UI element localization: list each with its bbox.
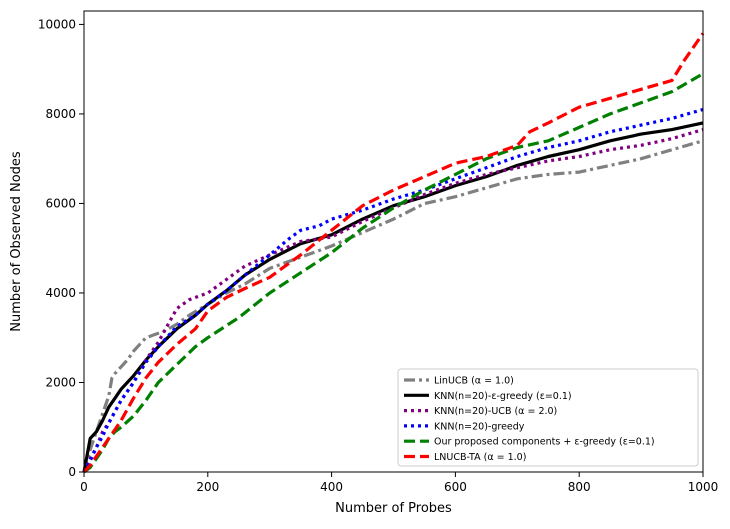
- x-tick-label: 600: [444, 480, 467, 494]
- legend-box: [397, 368, 699, 467]
- y-axis-label: Number of Observed Nodes: [9, 151, 24, 332]
- y-axis: 0 2000 4000 6000 8000 10000: [38, 17, 84, 479]
- legend: LinUCB (α = 1.0) KNN(n=20)-ε-greedy (ε=0.…: [397, 368, 699, 467]
- series-line-5: [83, 72, 704, 474]
- x-tick-label: 0: [80, 480, 88, 494]
- legend-label: LNUCB-TA (α = 1.0): [434, 452, 526, 463]
- x-tick-label: 200: [196, 480, 219, 494]
- x-axis: 0 200 400 600 800 1000: [80, 472, 718, 494]
- y-tick-label: 8000: [45, 107, 76, 121]
- series-line-4: [82, 107, 704, 473]
- x-tick-label: 800: [568, 480, 591, 494]
- y-tick-label: 0: [68, 465, 76, 479]
- x-axis-label: Number of Probes: [335, 501, 452, 516]
- series-line-6: [82, 32, 705, 474]
- series-line-2: [82, 121, 704, 473]
- x-tick-label: 400: [320, 480, 343, 494]
- legend-label: KNN(n=20)-UCB (α = 2.0): [434, 406, 557, 417]
- plot-frame: [83, 10, 704, 473]
- series-layer: [82, 32, 705, 474]
- legend-label: LinUCB (α = 1.0): [434, 376, 514, 387]
- y-tick-label: 4000: [45, 286, 76, 300]
- y-tick-label: 6000: [45, 196, 76, 210]
- legend-label: Our proposed components + ε-greedy (ε=0.…: [434, 437, 655, 448]
- x-tick-label: 1000: [688, 480, 719, 494]
- y-tick-label: 2000: [45, 375, 76, 389]
- legend-label: KNN(n=20)-greedy: [434, 421, 525, 432]
- y-tick-label: 10000: [38, 17, 76, 31]
- legend-label: KNN(n=20)-ε-greedy (ε=0.1): [434, 391, 572, 402]
